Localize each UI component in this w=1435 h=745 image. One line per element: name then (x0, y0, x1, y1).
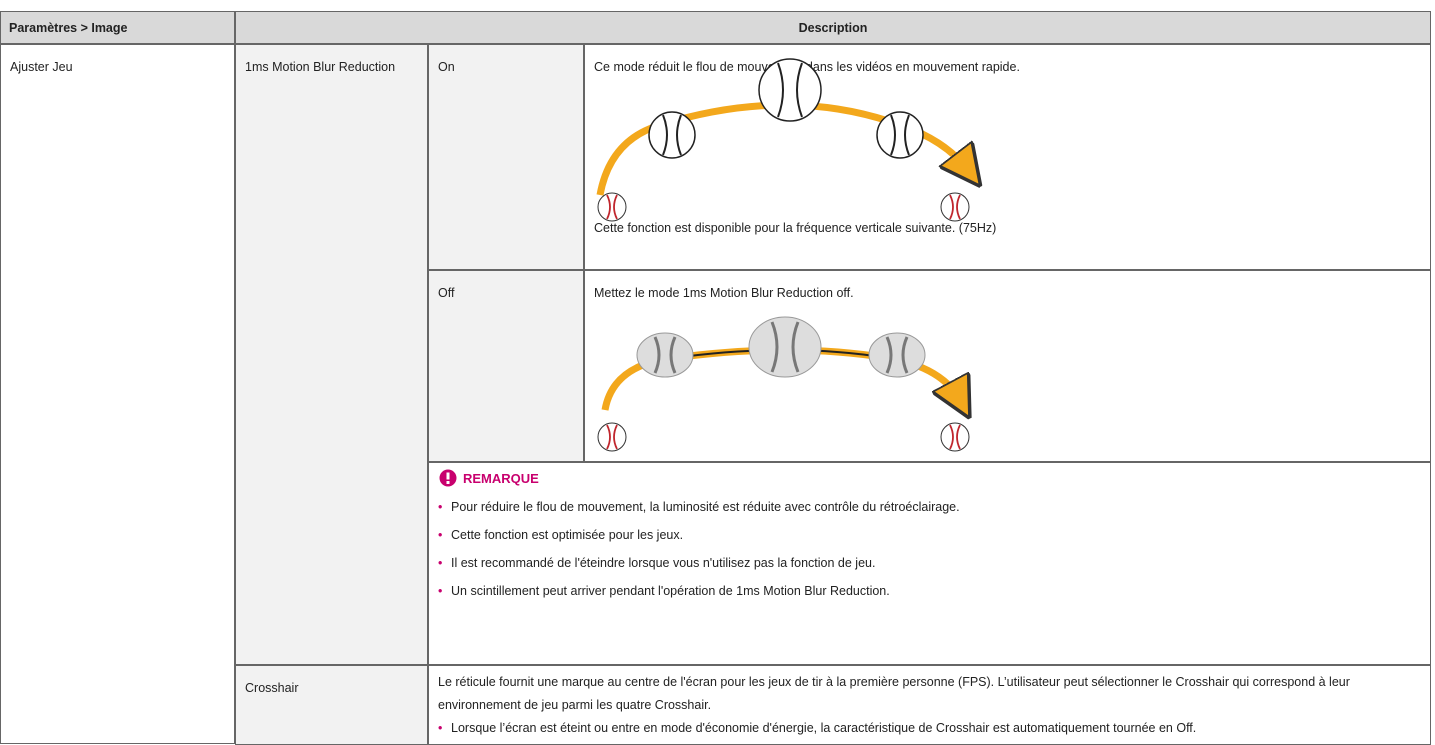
note-icon (439, 469, 457, 487)
setting-name: Crosshair (245, 681, 299, 695)
header-cell: Paramètres > Image (0, 11, 235, 44)
note-list: Pour réduire le flou de mouvement, la lu… (438, 493, 1421, 605)
option-text: Ce mode réduit le flou de mouvement dans… (594, 60, 1020, 74)
header-text: Paramètres > Image (9, 21, 128, 35)
setting-name: 1ms Motion Blur Reduction (245, 60, 396, 74)
crosshair-desc: Le réticule fournit une marque au centre… (438, 671, 1421, 740)
cell: Mettez le mode 1ms Motion Blur Reduction… (584, 270, 1431, 462)
option-name: On (438, 60, 455, 74)
cell: On (428, 44, 584, 270)
note-item: Un scintillement peut arriver pendant l'… (438, 577, 1421, 605)
note-item: Il est recommandé de l'éteindre lorsque … (438, 549, 1421, 577)
cell: Ajuster Jeu (0, 44, 235, 744)
cell: Off (428, 270, 584, 462)
option-name: Off (438, 286, 455, 300)
note-item: Cette fonction est optimisée pour les je… (438, 521, 1421, 549)
cell: Ce mode réduit le flou de mouvement dans… (584, 44, 1431, 270)
header-text: Description (798, 21, 868, 35)
header-cell: Description (235, 11, 1431, 44)
crosshair-text: Le réticule fournit une marque au centre… (438, 675, 1350, 712)
cell: Crosshair (235, 665, 428, 745)
note-item: Pour réduire le flou de mouvement, la lu… (438, 493, 1421, 521)
crosshair-item: Lorsque l’écran est éteint ou entre en m… (438, 717, 1421, 740)
note-heading: REMARQUE (439, 469, 539, 487)
note-cell: REMARQUE Pour réduire le flou de mouveme… (428, 462, 1431, 665)
note-title: REMARQUE (463, 470, 539, 486)
cell: 1ms Motion Blur Reduction (235, 44, 428, 665)
cell: Le réticule fournit une marque au centre… (428, 665, 1431, 745)
option-text: Mettez le mode 1ms Motion Blur Reduction… (594, 286, 854, 300)
option-extra: Cette fonction est disponible pour la fr… (594, 221, 997, 235)
section-name: Ajuster Jeu (10, 60, 73, 74)
